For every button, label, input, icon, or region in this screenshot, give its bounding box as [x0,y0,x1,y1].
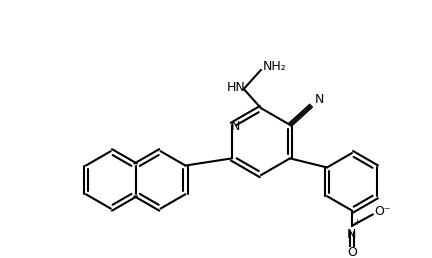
Text: HN: HN [227,80,245,94]
Text: N: N [347,228,356,241]
Text: +: + [353,219,360,228]
Text: NH₂: NH₂ [263,60,286,72]
Text: O⁻: O⁻ [374,205,391,218]
Text: O: O [347,246,357,258]
Text: N: N [315,93,324,107]
Text: N: N [231,120,241,133]
